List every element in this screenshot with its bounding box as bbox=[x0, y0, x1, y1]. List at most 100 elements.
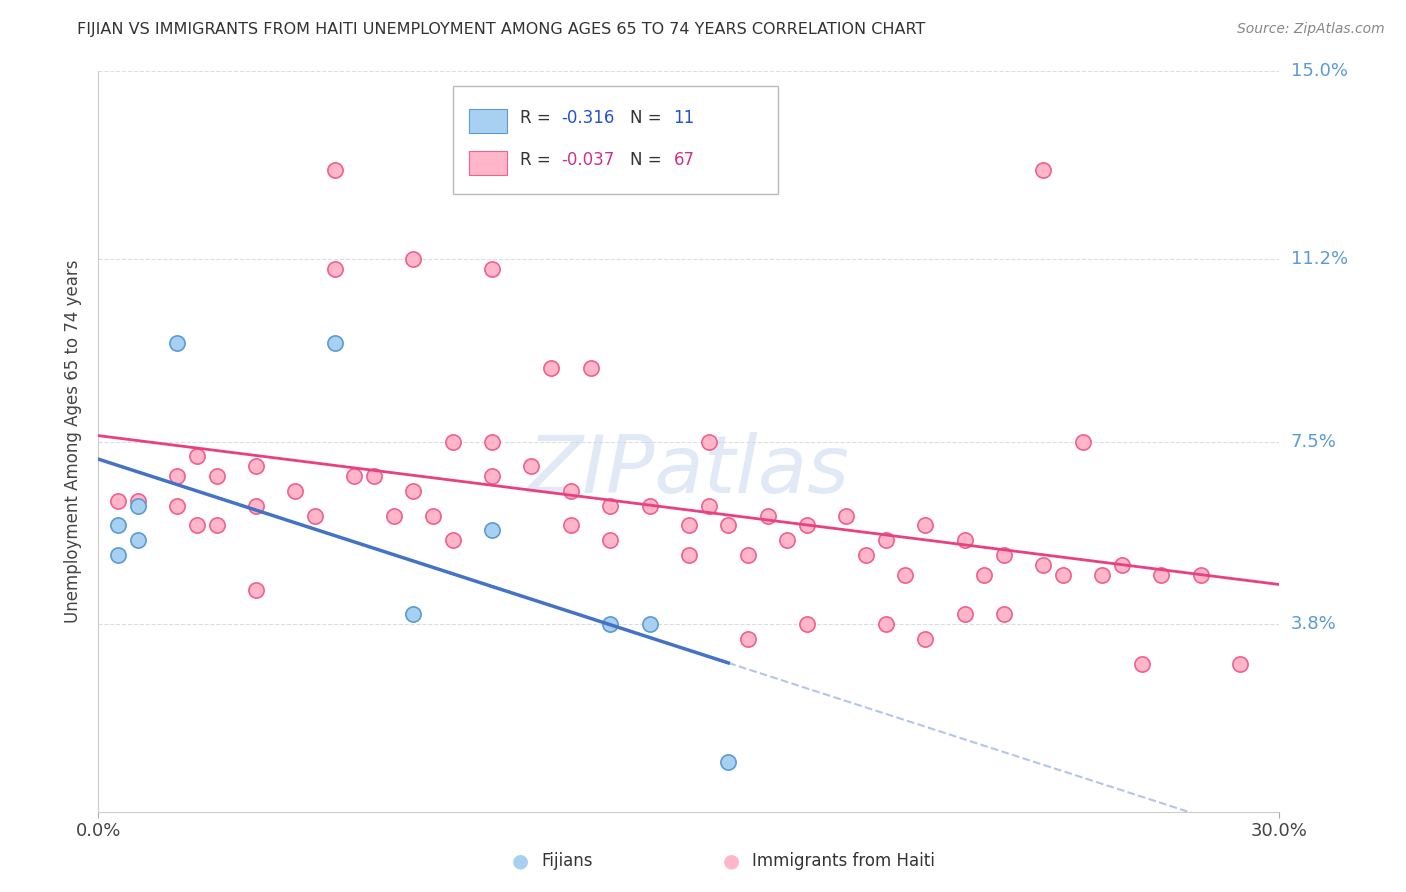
Point bbox=[717, 756, 740, 770]
Point bbox=[441, 533, 464, 548]
Text: 11.2%: 11.2% bbox=[1291, 250, 1348, 268]
Point bbox=[127, 499, 149, 513]
Text: 15.0%: 15.0% bbox=[1291, 62, 1347, 80]
Point bbox=[540, 360, 562, 375]
Point bbox=[914, 632, 936, 646]
Point bbox=[481, 524, 503, 538]
Text: ●: ● bbox=[723, 851, 740, 871]
Point bbox=[914, 518, 936, 533]
Point bbox=[205, 518, 228, 533]
Point bbox=[363, 469, 385, 483]
Point bbox=[599, 617, 621, 632]
Point bbox=[107, 493, 129, 508]
Text: 11: 11 bbox=[673, 109, 695, 127]
Text: 7.5%: 7.5% bbox=[1291, 433, 1337, 450]
Point bbox=[402, 252, 425, 266]
Point bbox=[1052, 567, 1074, 582]
Point bbox=[1130, 657, 1153, 671]
Point bbox=[127, 493, 149, 508]
Point bbox=[1071, 434, 1094, 449]
Point bbox=[796, 518, 818, 533]
Point bbox=[697, 434, 720, 449]
Point bbox=[304, 508, 326, 523]
Text: Immigrants from Haiti: Immigrants from Haiti bbox=[752, 852, 935, 870]
Point bbox=[953, 533, 976, 548]
Point bbox=[973, 567, 995, 582]
Point bbox=[599, 499, 621, 513]
Point bbox=[697, 499, 720, 513]
Point bbox=[382, 508, 405, 523]
Point bbox=[1091, 567, 1114, 582]
Point bbox=[993, 548, 1015, 562]
Point bbox=[166, 499, 188, 513]
Point bbox=[756, 508, 779, 523]
Point bbox=[737, 632, 759, 646]
Y-axis label: Unemployment Among Ages 65 to 74 years: Unemployment Among Ages 65 to 74 years bbox=[65, 260, 83, 624]
FancyBboxPatch shape bbox=[470, 109, 508, 133]
Point bbox=[993, 607, 1015, 622]
Point bbox=[186, 518, 208, 533]
Point bbox=[186, 450, 208, 464]
Point bbox=[245, 582, 267, 597]
Point bbox=[855, 548, 877, 562]
Point bbox=[953, 607, 976, 622]
Point bbox=[875, 617, 897, 632]
Point bbox=[166, 469, 188, 483]
Point bbox=[481, 261, 503, 276]
Point bbox=[343, 469, 366, 483]
Point bbox=[481, 434, 503, 449]
Point bbox=[323, 261, 346, 276]
Point bbox=[599, 533, 621, 548]
Point bbox=[323, 335, 346, 350]
Point bbox=[1111, 558, 1133, 572]
Point bbox=[737, 548, 759, 562]
Point bbox=[481, 469, 503, 483]
Text: R =: R = bbox=[520, 152, 555, 169]
Point bbox=[1032, 163, 1054, 178]
Point bbox=[894, 567, 917, 582]
Point bbox=[717, 518, 740, 533]
Text: N =: N = bbox=[630, 152, 666, 169]
Point bbox=[441, 434, 464, 449]
Text: FIJIAN VS IMMIGRANTS FROM HAITI UNEMPLOYMENT AMONG AGES 65 TO 74 YEARS CORRELATI: FIJIAN VS IMMIGRANTS FROM HAITI UNEMPLOY… bbox=[77, 22, 925, 37]
Point bbox=[166, 335, 188, 350]
Point bbox=[245, 459, 267, 474]
Text: Fijians: Fijians bbox=[541, 852, 593, 870]
Text: ●: ● bbox=[512, 851, 529, 871]
Point bbox=[284, 483, 307, 498]
Text: ZIPatlas: ZIPatlas bbox=[527, 432, 851, 510]
Point bbox=[678, 548, 700, 562]
Point bbox=[678, 518, 700, 533]
Point bbox=[560, 483, 582, 498]
Point bbox=[402, 607, 425, 622]
Point bbox=[422, 508, 444, 523]
Text: R =: R = bbox=[520, 109, 555, 127]
Point bbox=[205, 469, 228, 483]
Point bbox=[107, 548, 129, 562]
Text: 67: 67 bbox=[673, 152, 695, 169]
Point bbox=[520, 459, 543, 474]
Text: N =: N = bbox=[630, 109, 666, 127]
Text: 3.8%: 3.8% bbox=[1291, 615, 1336, 633]
Point bbox=[835, 508, 858, 523]
Point bbox=[638, 617, 661, 632]
Point bbox=[402, 483, 425, 498]
Point bbox=[776, 533, 799, 548]
Text: -0.037: -0.037 bbox=[561, 152, 614, 169]
Text: Source: ZipAtlas.com: Source: ZipAtlas.com bbox=[1237, 22, 1385, 37]
Point bbox=[1189, 567, 1212, 582]
Point bbox=[1032, 558, 1054, 572]
Point bbox=[323, 163, 346, 178]
Point bbox=[127, 533, 149, 548]
Point bbox=[796, 617, 818, 632]
Point bbox=[875, 533, 897, 548]
Text: -0.316: -0.316 bbox=[561, 109, 614, 127]
FancyBboxPatch shape bbox=[453, 87, 778, 194]
Point bbox=[560, 518, 582, 533]
Point bbox=[107, 518, 129, 533]
FancyBboxPatch shape bbox=[470, 151, 508, 175]
Point bbox=[1229, 657, 1251, 671]
Point bbox=[245, 499, 267, 513]
Point bbox=[579, 360, 602, 375]
Point bbox=[638, 499, 661, 513]
